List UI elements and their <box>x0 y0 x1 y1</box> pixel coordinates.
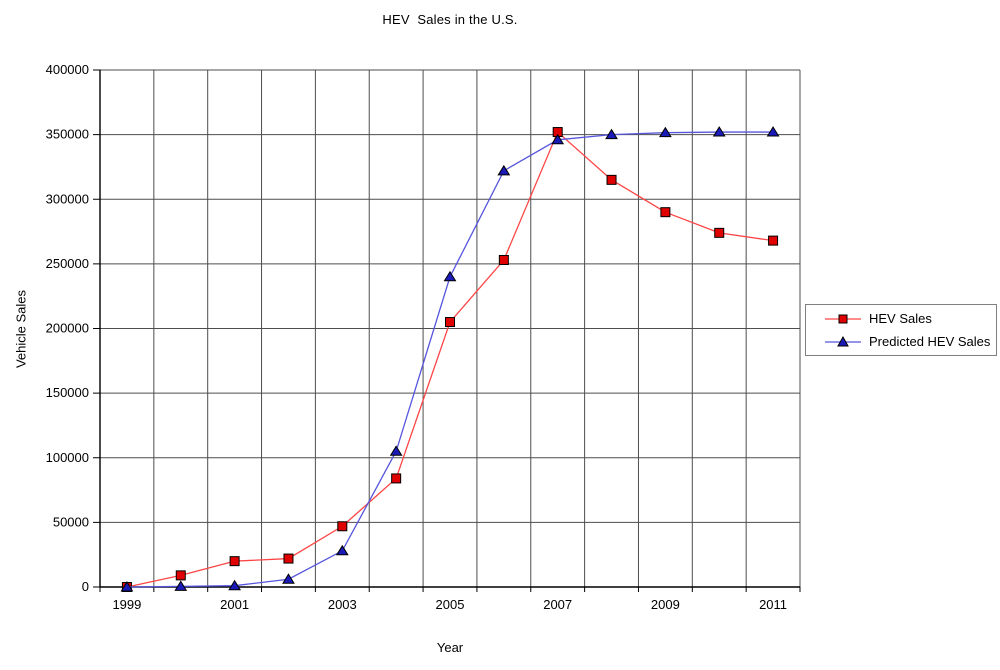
legend-item: HEV Sales <box>824 309 996 329</box>
legend-triangle-marker-icon <box>825 335 861 346</box>
legend-item: Predicted HEV Sales <box>824 332 996 352</box>
y-tick-label: 100000 <box>46 450 89 465</box>
x-tick-label: 2003 <box>328 597 357 612</box>
data-point-series-0 <box>498 254 509 265</box>
chart-title: HEV Sales in the U.S. <box>382 12 518 27</box>
x-tick-label: 2007 <box>543 597 572 612</box>
x-tick-label: 2011 <box>759 597 787 612</box>
y-tick-label: 50000 <box>53 514 89 529</box>
data-point-series-1 <box>605 128 618 140</box>
data-point-series-0 <box>445 317 455 328</box>
legend-marker <box>838 314 848 323</box>
y-tick-label: 400000 <box>46 62 89 77</box>
data-point-series-1 <box>389 445 403 456</box>
legend-label: Predicted HEV Sales <box>869 334 991 349</box>
y-tick-label: 350000 <box>46 127 89 142</box>
data-point-series-0 <box>768 235 779 246</box>
data-point-series-1 <box>712 126 726 137</box>
legend: HEV Sales Predicted HEV Sales <box>805 304 997 356</box>
data-point-series-0 <box>606 174 617 185</box>
series-line-1 <box>126 131 774 588</box>
legend-square-marker-icon <box>825 314 861 323</box>
legend-label: HEV Sales <box>869 311 932 326</box>
y-tick-label: 300000 <box>46 191 89 206</box>
data-point-series-1 <box>551 133 565 145</box>
data-point-series-1 <box>120 581 134 592</box>
data-point-series-1 <box>766 126 780 137</box>
y-tick-label: 150000 <box>46 385 89 400</box>
data-point-series-1 <box>174 580 188 591</box>
data-point-series-1 <box>443 270 457 282</box>
x-tick-label: 2009 <box>651 597 680 612</box>
y-tick-label: 200000 <box>46 321 89 336</box>
series-line-0 <box>126 130 774 588</box>
y-tick-label: 250000 <box>46 256 89 271</box>
x-tick-label: 2001 <box>220 597 249 612</box>
data-point-series-1 <box>335 544 349 556</box>
data-point-series-0 <box>175 570 186 581</box>
y-axis-title: Vehicle Sales <box>13 289 29 369</box>
data-point-series-1 <box>497 164 511 176</box>
data-point-series-0 <box>714 227 725 238</box>
x-tick-label: 1999 <box>112 597 141 612</box>
legend-marker <box>837 335 849 346</box>
x-axis-title: Year <box>436 640 464 655</box>
data-point-series-1 <box>282 573 295 584</box>
y-tick-label: 0 <box>82 579 89 594</box>
data-point-series-0 <box>337 521 348 532</box>
data-point-series-1 <box>228 579 242 591</box>
data-point-series-1 <box>658 126 672 138</box>
x-tick-label: 2005 <box>436 597 465 612</box>
data-point-series-0 <box>283 553 294 564</box>
data-point-series-0 <box>229 556 240 567</box>
data-point-series-0 <box>391 473 402 484</box>
data-point-series-0 <box>660 207 671 218</box>
